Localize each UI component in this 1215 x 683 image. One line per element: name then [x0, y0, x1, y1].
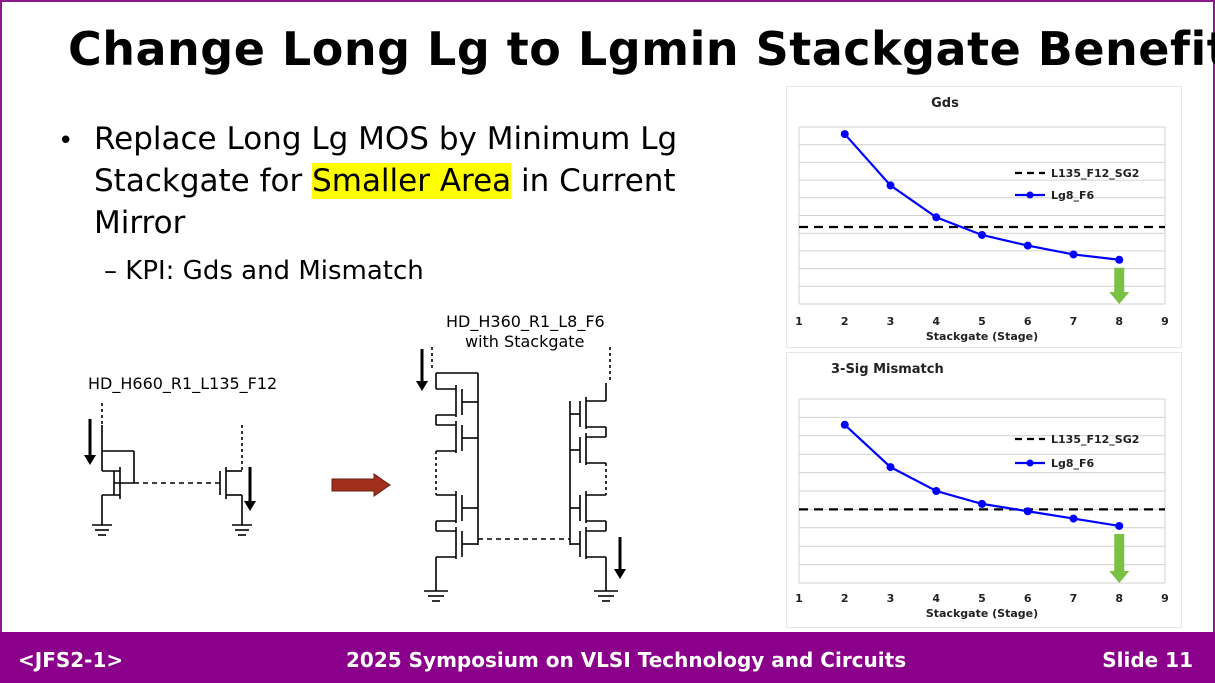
data-point — [978, 499, 986, 508]
green-down-arrow — [1109, 533, 1130, 583]
footer-bar: <JFS2-1> 2025 Symposium on VLSI Technolo… — [0, 632, 1215, 683]
left-schematic — [84, 403, 256, 536]
data-point — [978, 230, 986, 239]
left-schematic-label: HD_H660_R1_L135_F12 — [88, 374, 278, 393]
x-tick-label: 2 — [841, 315, 849, 328]
x-tick-label: 5 — [978, 315, 986, 328]
slide-title: Change Long Lg to Lgmin Stackgate Benefi… — [68, 22, 1215, 76]
data-point — [840, 130, 849, 139]
data-point — [886, 181, 895, 190]
x-tick-label: 8 — [1115, 592, 1123, 605]
legend-marker — [1026, 459, 1034, 467]
green-down-arrow — [1109, 267, 1130, 304]
x-tick-label: 1 — [795, 315, 803, 328]
legend-label: L135_F12_SG2 — [1051, 433, 1139, 446]
legend-label: Lg8_F6 — [1051, 189, 1095, 202]
x-tick-label: 1 — [795, 592, 803, 605]
chart-title: 3-Sig Mismatch — [831, 362, 944, 377]
footer-session-id: <JFS2-1> — [18, 648, 124, 672]
x-axis-label: Stackgate (Stage) — [926, 330, 1038, 343]
x-tick-label: 9 — [1161, 592, 1169, 605]
sub-bullet: – KPI: Gds and Mismatch — [104, 256, 424, 286]
highlight-text: Smaller Area — [312, 163, 512, 199]
data-point — [1069, 514, 1078, 523]
x-tick-label: 7 — [1070, 592, 1078, 605]
gds-chart: Gds 1 2 3 4 5 6 7 8 9 Stackgate (Stage) L135_F12_SG… — [795, 96, 1169, 343]
x-tick-label: 8 — [1115, 315, 1123, 328]
x-tick-label: 6 — [1024, 315, 1032, 328]
bullet-text-end: in Current Mirror — [94, 163, 676, 241]
footer-slide-number: Slide 11 — [1102, 648, 1193, 672]
right-schematic-sublabel: with Stackgate — [465, 332, 585, 351]
data-point — [840, 420, 849, 429]
legend-marker — [1026, 191, 1034, 199]
gds-chart-panel: Gds 1 2 3 4 5 6 7 8 9 Stackgate (Stage) L135_F12_SG… — [786, 86, 1182, 348]
right-schematic-label: HD_H360_R1_L8_F6 — [446, 312, 605, 331]
bullet-text-start: Replace Long Lg MOS by Minimum Lg Stackg… — [94, 121, 678, 199]
footer-conference: 2025 Symposium on VLSI Technology and Ci… — [346, 648, 907, 672]
legend-label: Lg8_F6 — [1051, 457, 1095, 470]
chart-title: Gds — [931, 96, 959, 111]
x-tick-label: 6 — [1024, 592, 1032, 605]
data-point — [1023, 507, 1032, 516]
transform-arrow — [331, 473, 391, 497]
data-point — [1069, 250, 1078, 259]
data-point — [1023, 241, 1032, 250]
x-axis-label: Stackgate (Stage) — [926, 607, 1038, 620]
data-point — [1115, 521, 1124, 530]
x-tick-label: 3 — [887, 315, 895, 328]
bullet-marker: • — [58, 126, 74, 156]
x-tick-label: 9 — [1161, 315, 1169, 328]
data-point — [886, 463, 895, 472]
data-point — [932, 213, 941, 222]
data-point — [1115, 255, 1124, 264]
x-tick-label: 4 — [932, 592, 940, 605]
x-tick-label: 7 — [1070, 315, 1078, 328]
x-tick-label: 5 — [978, 592, 986, 605]
x-tick-label: 2 — [841, 592, 849, 605]
bullet-text: Replace Long Lg MOS by Minimum Lg Stackg… — [94, 118, 734, 244]
x-tick-label: 4 — [932, 315, 940, 328]
mismatch-chart-panel: 3-Sig Mismatch 1 2 3 4 5 6 7 8 9 Stackgate (Stage)… — [786, 352, 1182, 628]
data-point — [932, 487, 941, 495]
mismatch-chart: 3-Sig Mismatch 1 2 3 4 5 6 7 8 9 Stackgate (Stage)… — [795, 362, 1169, 620]
x-tick-label: 3 — [887, 592, 895, 605]
right-schematic — [416, 347, 626, 602]
legend-label: L135_F12_SG2 — [1051, 167, 1139, 180]
